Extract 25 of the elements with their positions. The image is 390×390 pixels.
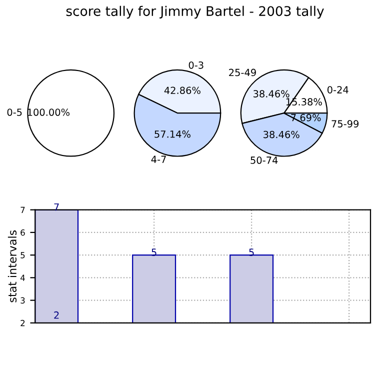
annotation: 2	[54, 311, 59, 319]
y-tick-label: 5	[20, 252, 25, 258]
slice-label: 0-5	[7, 108, 22, 116]
y-tick-label: 6	[20, 229, 25, 236]
slice-label: 0-3	[188, 61, 204, 69]
slice-label: 4-7	[151, 156, 166, 163]
slice-label: 50-74	[250, 156, 278, 164]
data-label: 57.14%	[154, 130, 190, 138]
y-tick-label: 3	[20, 297, 25, 304]
y-tick-label: 7	[20, 206, 25, 213]
data-label: 5	[249, 248, 254, 256]
data-label: 7	[54, 203, 59, 211]
data-label: 100.00%	[28, 108, 70, 116]
slice-label: 25-49	[229, 68, 256, 76]
data-label: 38.46%	[264, 130, 300, 138]
data-label: 38.46%	[254, 90, 290, 98]
y-axis-title: stat intervals	[8, 230, 17, 302]
y-tick-label: 2	[20, 320, 25, 326]
data-label: 7.69%	[291, 114, 321, 122]
text: score tally for Jimmy Bartel - 2003 tally	[66, 6, 324, 19]
slice-label: 75-99	[332, 120, 359, 128]
data-label: 5	[152, 248, 156, 256]
slice-label: 0-24	[327, 86, 348, 94]
data-label: 42.86%	[164, 86, 200, 94]
y-tick-label: 4	[20, 274, 25, 281]
